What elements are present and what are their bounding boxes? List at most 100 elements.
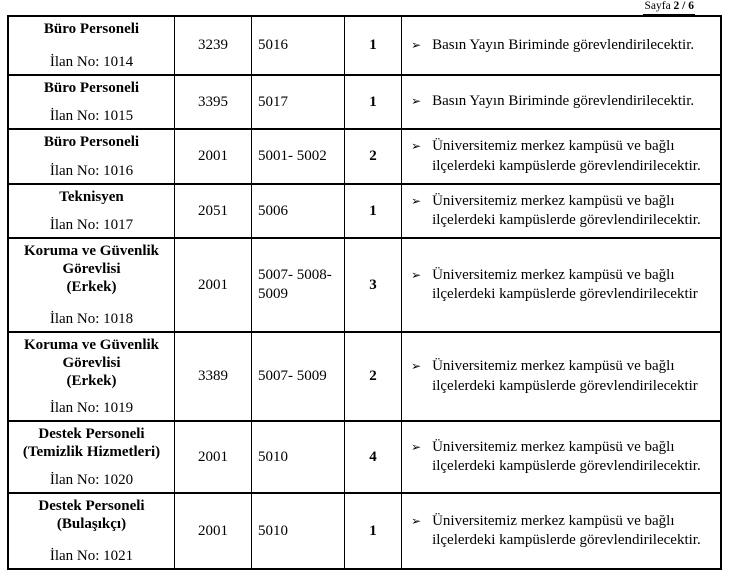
table-row-2-count-cell: 1: [345, 76, 402, 130]
table-row-5-description-cell: ➢ Üniversitemiz merkez kampüsü ve bağlı …: [402, 239, 720, 333]
code1: 2001: [198, 522, 228, 539]
table-row-2-description-cell: ➢ Basın Yayın Biriminde görevlendirilece…: [402, 76, 720, 130]
ilan-no: İlan No: 1018: [49, 311, 134, 327]
arrow-bullet-icon: ➢: [411, 439, 422, 454]
ilan-no: İlan No: 1021: [49, 548, 134, 564]
position-title: Destek Personeli (Temizlik Hizmetleri): [22, 426, 161, 460]
table-row-4-code1-cell: 2051: [175, 185, 252, 239]
count: 3: [369, 276, 377, 293]
description-text: Üniversitemiz merkez kampüsü ve bağlı il…: [432, 138, 701, 174]
table-row-6-position-cell: Koruma ve Güvenlik Görevlisi (Erkek) İla…: [9, 333, 175, 422]
table-row-3-code1-cell: 2001: [175, 130, 252, 185]
table-row-5-position-cell: Koruma ve Güvenlik Görevlisi (Erkek) İla…: [9, 239, 175, 333]
description-text: Üniversitemiz merkez kampüsü ve bağlı il…: [432, 358, 698, 394]
code1: 2001: [198, 276, 228, 293]
table-row-7-code1-cell: 2001: [175, 422, 252, 494]
table-row-4-count-cell: 1: [345, 185, 402, 239]
code2: 5017: [258, 93, 288, 110]
table-row-4-position-cell: Teknisyen İlan No: 1017: [9, 185, 175, 239]
table-row-1-count-cell: 1: [345, 17, 402, 76]
table-row-6-code2-cell: 5007- 5009: [252, 333, 345, 422]
code1: 3389: [198, 368, 228, 384]
table-row-3-description-cell: ➢ Üniversitemiz merkez kampüsü ve bağlı …: [402, 130, 720, 185]
description-text: Basın Yayın Biriminde görevlendirilecekt…: [432, 93, 695, 110]
ilan-no: İlan No: 1016: [49, 163, 134, 179]
page-number-header: Sayfa 2 / 6: [643, 0, 695, 15]
page-number-value: 2 / 6: [673, 0, 694, 12]
code1: 2001: [198, 448, 228, 465]
table-row-2-position-cell: Büro Personeli İlan No: 1015: [9, 76, 175, 130]
page-label: Sayfa: [644, 0, 671, 12]
description-text: Üniversitemiz merkez kampüsü ve bağlı il…: [432, 512, 701, 549]
code2: 5006: [258, 202, 288, 219]
ilan-no: İlan No: 1014: [49, 54, 134, 70]
table-row-8-code1-cell: 2001: [175, 494, 252, 568]
table-row-5-code1-cell: 2001: [175, 239, 252, 333]
ilan-no: İlan No: 1020: [49, 472, 134, 488]
position-title: Büro Personeli: [43, 21, 140, 37]
position-title: Destek Personeli (Bulaşıkçı): [38, 498, 145, 532]
position-title: Büro Personeli: [43, 80, 140, 96]
table-row-1-position-cell: Büro Personeli İlan No: 1014: [9, 17, 175, 76]
table-row-5-code2-cell: 5007- 5008- 5009: [252, 239, 345, 333]
table-row-7-description-cell: ➢ Üniversitemiz merkez kampüsü ve bağlı …: [402, 422, 720, 494]
table-row-3-code2-cell: 5001- 5002: [252, 130, 345, 185]
table-row-6-description-cell: ➢ Üniversitemiz merkez kampüsü ve bağlı …: [402, 333, 720, 422]
table-row-8-count-cell: 1: [345, 494, 402, 568]
code1: 3239: [198, 37, 228, 53]
count: 1: [369, 202, 377, 219]
arrow-bullet-icon: ➢: [411, 37, 422, 52]
count: 1: [369, 522, 377, 539]
position-title: Koruma ve Güvenlik Görevlisi (Erkek): [23, 337, 159, 389]
arrow-bullet-icon: ➢: [411, 139, 422, 153]
job-postings-table: Büro Personeli İlan No: 1014 3239 5016 1…: [7, 15, 722, 570]
description-text: Üniversitemiz merkez kampüsü ve bağlı il…: [432, 266, 698, 303]
description-text: Üniversitemiz merkez kampüsü ve bağlı il…: [432, 438, 701, 475]
code1: 2051: [198, 202, 228, 219]
position-title: Teknisyen: [59, 189, 124, 205]
arrow-bullet-icon: ➢: [411, 267, 422, 282]
table-row-6-code1-cell: 3389: [175, 333, 252, 422]
table-row-5-count-cell: 3: [345, 239, 402, 333]
table-row-7-count-cell: 4: [345, 422, 402, 494]
ilan-no: İlan No: 1015: [49, 108, 134, 124]
code1: 2001: [198, 148, 228, 164]
arrow-bullet-icon: ➢: [411, 359, 422, 373]
ilan-no: İlan No: 1017: [49, 217, 134, 233]
table-row-8-description-cell: ➢ Üniversitemiz merkez kampüsü ve bağlı …: [402, 494, 720, 568]
table-row-1-description-cell: ➢ Basın Yayın Biriminde görevlendirilece…: [402, 17, 720, 76]
ilan-no: İlan No: 1019: [49, 400, 134, 416]
table-row-3-position-cell: Büro Personeli İlan No: 1016: [9, 130, 175, 185]
table-row-2-code1-cell: 3395: [175, 76, 252, 130]
count: 2: [369, 148, 377, 164]
table-row-4-code2-cell: 5006: [252, 185, 345, 239]
count: 2: [369, 368, 377, 384]
arrow-bullet-icon: ➢: [411, 193, 422, 208]
arrow-bullet-icon: ➢: [411, 94, 422, 109]
description-text: Basın Yayın Biriminde görevlendirilecekt…: [432, 36, 695, 53]
position-title: Büro Personeli: [43, 134, 140, 150]
position-title: Koruma ve Güvenlik Görevlisi (Erkek): [23, 243, 159, 295]
count: 4: [369, 448, 377, 465]
code2: 5007- 5008- 5009: [258, 267, 332, 302]
table-row-8-position-cell: Destek Personeli (Bulaşıkçı) İlan No: 10…: [9, 494, 175, 568]
table-row-1-code2-cell: 5016: [252, 17, 345, 76]
table-row-7-position-cell: Destek Personeli (Temizlik Hizmetleri) İ…: [9, 422, 175, 494]
table-row-3-count-cell: 2: [345, 130, 402, 185]
table-row-8-code2-cell: 5010: [252, 494, 345, 568]
arrow-bullet-icon: ➢: [411, 513, 422, 528]
count: 1: [369, 93, 377, 110]
description-text: Üniversitemiz merkez kampüsü ve bağlı il…: [432, 192, 701, 229]
table-row-4-description-cell: ➢ Üniversitemiz merkez kampüsü ve bağlı …: [402, 185, 720, 239]
table-row-2-code2-cell: 5017: [252, 76, 345, 130]
code2: 5007- 5009: [258, 368, 327, 384]
code2: 5010: [258, 522, 288, 539]
code2: 5001- 5002: [258, 148, 327, 164]
table-row-1-code1-cell: 3239: [175, 17, 252, 76]
code2: 5010: [258, 448, 288, 465]
code2: 5016: [258, 37, 288, 53]
count: 1: [369, 37, 377, 53]
table-row-6-count-cell: 2: [345, 333, 402, 422]
code1: 3395: [198, 93, 228, 110]
